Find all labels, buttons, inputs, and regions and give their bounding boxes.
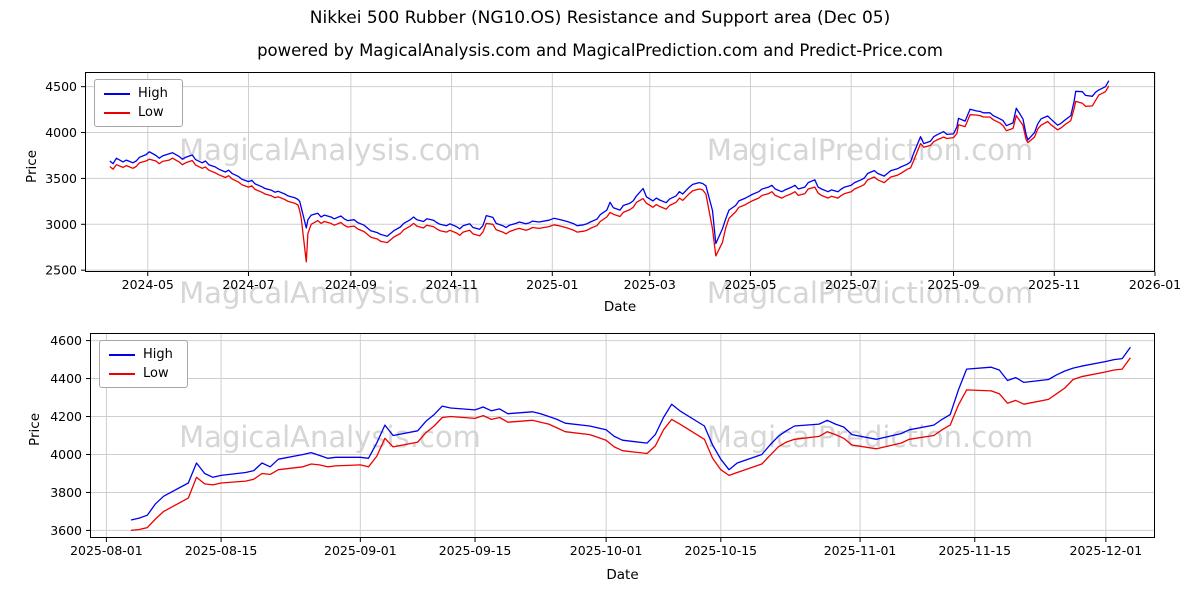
legend-item-low: Low [109,367,173,380]
legend-label-high: High [138,86,168,101]
svg-text:2024-07: 2024-07 [222,277,274,292]
svg-text:2024-09: 2024-09 [325,277,377,292]
legend-top: High Low [94,79,183,127]
svg-text:3600: 3600 [50,523,82,538]
svg-text:2025-08-15: 2025-08-15 [185,543,258,558]
legend-item-high: High [104,87,168,100]
price-chart-detail-canvas: 3600 3800 4000 4200 4400 4600 2025-08-01 2025-0… [50,333,1155,558]
high-line [109,80,1110,245]
legend-label-high: High [143,347,173,362]
svg-text:4600: 4600 [50,333,82,348]
price-chart-detail: High Low 3600 3800 4000 4200 4400 4600 2025-08… [50,333,1155,558]
high-line-swatch [104,92,130,95]
svg-text:3500: 3500 [45,171,77,186]
svg-text:2025-03: 2025-03 [624,277,676,292]
legend-item-high: High [109,348,173,361]
legend-label-low: Low [138,105,164,120]
svg-text:4000: 4000 [45,125,77,140]
svg-text:3800: 3800 [50,485,82,500]
svg-text:2024-05: 2024-05 [122,277,174,292]
svg-text:2025-08-01: 2025-08-01 [70,543,143,558]
svg-text:2025-09-15: 2025-09-15 [439,543,512,558]
legend-item-low: Low [104,106,168,119]
svg-text:2026-01: 2026-01 [1129,277,1181,292]
x-axis-label-top: Date [603,299,637,315]
svg-text:2500: 2500 [45,263,77,278]
low-line-swatch [104,111,130,114]
chart-title: Nikkei 500 Rubber (NG10.OS) Resistance a… [309,8,891,28]
svg-text:3000: 3000 [45,217,77,232]
high-line [130,346,1131,521]
svg-text:2024-11: 2024-11 [425,277,477,292]
chart-subtitle: powered by MagicalAnalysis.com and Magic… [257,41,943,60]
x-axis-label-bottom: Date [606,567,639,583]
svg-text:4000: 4000 [50,447,82,462]
low-line-swatch [109,372,135,375]
price-chart-overview-canvas: 2500 3000 3500 4000 4500 2024-05 2024-07 2024-0… [45,72,1181,292]
svg-text:2025-10-15: 2025-10-15 [684,543,757,558]
svg-text:2025-07: 2025-07 [825,277,877,292]
price-chart-overview: High Low 2500 3000 3500 4000 4500 2024-05 2024… [45,72,1181,292]
svg-text:2025-10-01: 2025-10-01 [570,543,643,558]
svg-text:4500: 4500 [45,79,77,94]
low-line [130,357,1131,532]
y-axis-label-top: Price [24,150,40,183]
svg-text:2025-01: 2025-01 [526,277,578,292]
svg-text:2025-11-15: 2025-11-15 [938,543,1011,558]
legend-label-low: Low [143,366,169,381]
low-line [109,85,1110,263]
y-axis-label-bottom: Price [27,413,43,446]
high-line-swatch [109,353,135,356]
legend-bottom: High Low [99,340,188,388]
svg-text:2025-05: 2025-05 [724,277,776,292]
svg-text:2025-09-01: 2025-09-01 [324,543,397,558]
svg-text:2025-12-01: 2025-12-01 [1070,543,1143,558]
svg-text:2025-09: 2025-09 [927,277,979,292]
svg-text:4200: 4200 [50,409,82,424]
svg-text:2025-11-01: 2025-11-01 [824,543,897,558]
svg-text:2025-11: 2025-11 [1028,277,1080,292]
svg-text:4400: 4400 [50,371,82,386]
